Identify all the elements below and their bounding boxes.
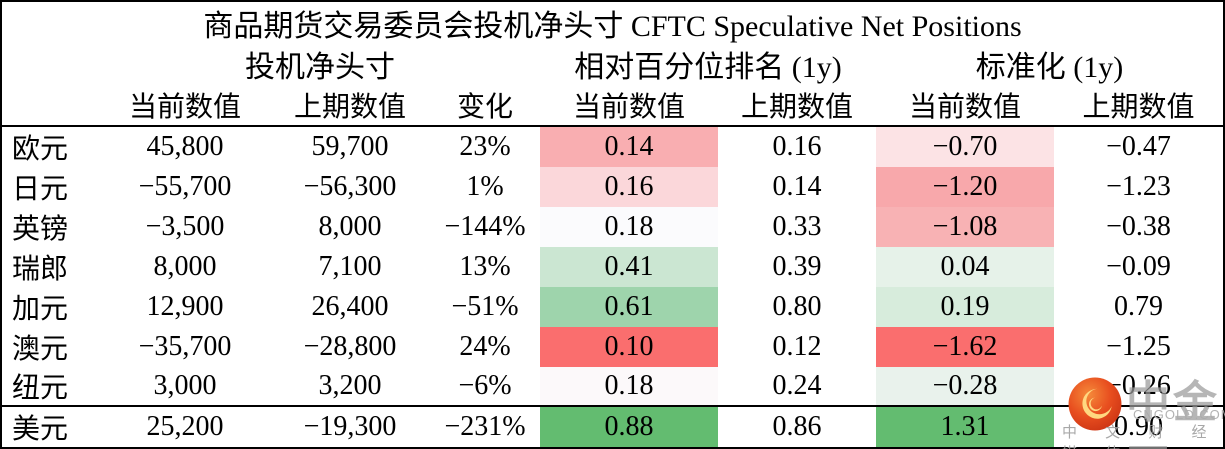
cell-change: −231% bbox=[444, 411, 526, 442]
cell-change: 1% bbox=[466, 171, 504, 202]
cell-change: 13% bbox=[459, 251, 511, 282]
cell-pct-current: 0.18 bbox=[540, 367, 718, 407]
col-header-current: 当前数值 bbox=[100, 84, 270, 127]
row-label-gbp: 英镑 bbox=[12, 214, 69, 245]
col-header-change: 变化 bbox=[430, 84, 540, 127]
cell-std-current: −1.20 bbox=[876, 167, 1054, 207]
cell-change: −6% bbox=[430, 367, 540, 407]
cell-std-previous: −1.23 bbox=[1106, 171, 1171, 202]
cell-current: −3,500 bbox=[145, 211, 225, 242]
cell-std-current: −0.70 bbox=[876, 127, 1054, 167]
cell-previous: −28,800 bbox=[303, 331, 397, 362]
group-header-standardized: 标准化 (1y) bbox=[975, 51, 1124, 84]
cell-std-previous: −1.25 bbox=[1106, 331, 1171, 362]
cell-current: 8,000 bbox=[153, 251, 217, 282]
cell-current: −55,700 bbox=[138, 171, 232, 202]
cell-std-current: 1.31 bbox=[876, 407, 1054, 447]
cell-pct-previous: 0.80 bbox=[772, 291, 822, 322]
cell-previous: −56,300 bbox=[303, 171, 397, 202]
cell-std-previous: 0.79 bbox=[1114, 291, 1163, 322]
cell-pct-current: 0.14 bbox=[540, 127, 718, 167]
cell-pct-current: 0.41 bbox=[540, 247, 718, 287]
row-label-chf: 瑞郎 bbox=[12, 254, 69, 285]
cell-std-current: 0.19 bbox=[876, 287, 1054, 327]
cell-previous: 8,000 bbox=[318, 211, 382, 242]
col-header-std-previous: 上期数值 bbox=[1054, 84, 1223, 127]
row-label-nzd: 纽元 bbox=[2, 367, 100, 407]
spacer-cell bbox=[2, 44, 100, 84]
cell-std-current: 0.04 bbox=[876, 247, 1054, 287]
row-label-jpy: 日元 bbox=[12, 174, 69, 205]
page-title: 商品期货交易委员会投机净头寸 CFTC Speculative Net Posi… bbox=[203, 10, 1022, 43]
cell-change: −51% bbox=[451, 291, 519, 322]
cell-pct-current: 0.61 bbox=[540, 287, 718, 327]
cell-pct-previous: 0.39 bbox=[772, 251, 822, 282]
cell-pct-current: 0.18 bbox=[540, 207, 718, 247]
cell-pct-previous: 0.24 bbox=[718, 367, 876, 407]
col-header-previous: 上期数值 bbox=[270, 84, 430, 127]
row-label-aud: 澳元 bbox=[12, 334, 69, 365]
cell-pct-current: 0.10 bbox=[540, 327, 718, 367]
cell-std-previous: −0.09 bbox=[1106, 251, 1171, 282]
cell-pct-previous: 0.12 bbox=[772, 331, 822, 362]
cell-pct-current: 0.88 bbox=[540, 407, 718, 447]
group-header-percentile: 相对百分位排名 (1y) bbox=[574, 51, 842, 84]
cell-current: 45,800 bbox=[146, 131, 224, 162]
cell-previous: 7,100 bbox=[318, 251, 382, 282]
cell-pct-current: 0.16 bbox=[540, 167, 718, 207]
cell-current: 12,900 bbox=[146, 291, 224, 322]
cell-previous: 26,400 bbox=[311, 291, 389, 322]
cell-previous: 59,700 bbox=[311, 131, 389, 162]
cell-std-previous: −0.38 bbox=[1106, 211, 1171, 242]
cell-std-previous: 0.90 bbox=[1114, 411, 1163, 442]
group-header-positions: 投机净头寸 bbox=[245, 51, 395, 84]
cell-pct-previous: 0.16 bbox=[772, 131, 822, 162]
cell-pct-previous: 0.33 bbox=[772, 211, 822, 242]
cell-current: 25,200 bbox=[146, 411, 224, 442]
col-header-pct-current: 当前数值 bbox=[540, 84, 718, 127]
cell-change: 23% bbox=[459, 131, 511, 162]
cell-std-current: −1.08 bbox=[876, 207, 1054, 247]
cell-std-current: −0.28 bbox=[876, 367, 1054, 407]
row-label-eur: 欧元 bbox=[12, 134, 69, 165]
cell-current: −35,700 bbox=[138, 331, 232, 362]
cell-pct-previous: 0.14 bbox=[772, 171, 822, 202]
spacer-cell bbox=[2, 84, 100, 127]
cell-change: 24% bbox=[459, 331, 511, 362]
col-header-std-current: 当前数值 bbox=[876, 84, 1054, 127]
col-header-pct-previous: 上期数值 bbox=[718, 84, 876, 127]
row-label-usd: 美元 bbox=[12, 414, 69, 445]
row-label-cad: 加元 bbox=[12, 294, 69, 325]
cell-std-previous: −0.26 bbox=[1054, 367, 1223, 407]
cell-previous: −19,300 bbox=[303, 411, 397, 442]
cell-pct-previous: 0.86 bbox=[772, 411, 822, 442]
cell-previous: 3,200 bbox=[270, 367, 430, 407]
cell-current: 3,000 bbox=[100, 367, 270, 407]
cell-std-current: −1.62 bbox=[876, 327, 1054, 367]
cell-std-previous: −0.47 bbox=[1106, 131, 1171, 162]
cell-change: −144% bbox=[444, 211, 526, 242]
